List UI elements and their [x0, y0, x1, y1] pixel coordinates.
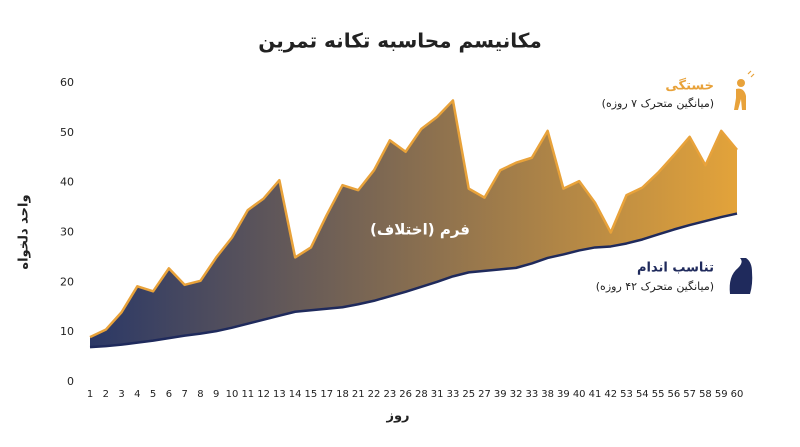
- x-tick-label: 7: [181, 389, 187, 400]
- x-tick-label: 27: [478, 389, 491, 400]
- x-tick-label: 1: [87, 389, 93, 400]
- x-tick-label: 13: [273, 389, 286, 400]
- difference-area: [90, 100, 737, 348]
- series-line: [89, 99, 738, 339]
- x-tick-label: 25: [462, 389, 475, 400]
- x-tick-label: 40: [573, 389, 586, 400]
- x-tick-label: 31: [431, 389, 444, 400]
- x-tick-label: 59: [715, 389, 728, 400]
- legend-subtitle: (میانگین متحرک ۴۲ روزه): [596, 280, 714, 293]
- x-tick-label: 26: [399, 389, 412, 400]
- legend-label: تناسب اندام: [637, 261, 714, 276]
- x-tick-label: 33: [525, 389, 538, 400]
- fitness-icon: [729, 258, 753, 294]
- chart-title: مکانیسم محاسبه تکانه تمرین: [258, 29, 542, 53]
- x-tick-label: 42: [604, 389, 617, 400]
- x-tick-label: 60: [731, 389, 744, 400]
- x-tick-label: 14: [289, 389, 302, 400]
- x-tick-label: 11: [241, 389, 254, 400]
- x-tick-label: 5: [150, 389, 156, 400]
- legend-subtitle: (میانگین متحرک ۷ روزه): [602, 97, 714, 110]
- x-tick-label: 2: [103, 389, 109, 400]
- fatigue-icon: [734, 70, 755, 110]
- x-tick-label: 18: [336, 389, 349, 400]
- x-tick-label: 55: [652, 389, 665, 400]
- y-tick-label: 20: [60, 275, 74, 288]
- x-tick-label: 39: [494, 389, 507, 400]
- x-tick-label: 21: [352, 389, 365, 400]
- series-line: [89, 212, 738, 349]
- y-tick-label: 10: [60, 325, 74, 338]
- y-axis-label: واحد دلخواه: [17, 194, 32, 269]
- x-tick-label: 8: [197, 389, 203, 400]
- x-tick-label: 58: [699, 389, 712, 400]
- x-tick-label: 53: [620, 389, 633, 400]
- x-tick-label: 32: [510, 389, 523, 400]
- x-tick-label: 17: [320, 389, 333, 400]
- y-tick-label: 0: [67, 375, 74, 388]
- x-tick-label: 3: [118, 389, 124, 400]
- x-tick-label: 38: [541, 389, 554, 400]
- x-tick-label: 33: [447, 389, 460, 400]
- y-tick-label: 30: [60, 226, 74, 239]
- x-tick-label: 28: [415, 389, 428, 400]
- x-tick-label: 22: [368, 389, 381, 400]
- x-tick-label: 10: [226, 389, 239, 400]
- x-tick-label: 54: [636, 389, 649, 400]
- x-tick-label: 57: [683, 389, 696, 400]
- x-tick-label: 39: [557, 389, 570, 400]
- x-tick-label: 9: [213, 389, 219, 400]
- y-tick-label: 60: [60, 76, 74, 89]
- x-tick-label: 56: [668, 389, 681, 400]
- y-tick-label: 50: [60, 126, 74, 139]
- x-tick-label: 15: [305, 389, 318, 400]
- x-axis-label: روز: [385, 409, 409, 424]
- x-tick-label: 41: [589, 389, 602, 400]
- y-tick-label: 40: [60, 176, 74, 189]
- x-tick-label: 6: [166, 389, 172, 400]
- x-tick-label: 4: [134, 389, 140, 400]
- x-tick-label: 23: [383, 389, 396, 400]
- annotation: فرم (اختلاف): [370, 221, 470, 239]
- x-tick-label: 12: [257, 389, 270, 400]
- legend-label: خستگی: [665, 78, 714, 94]
